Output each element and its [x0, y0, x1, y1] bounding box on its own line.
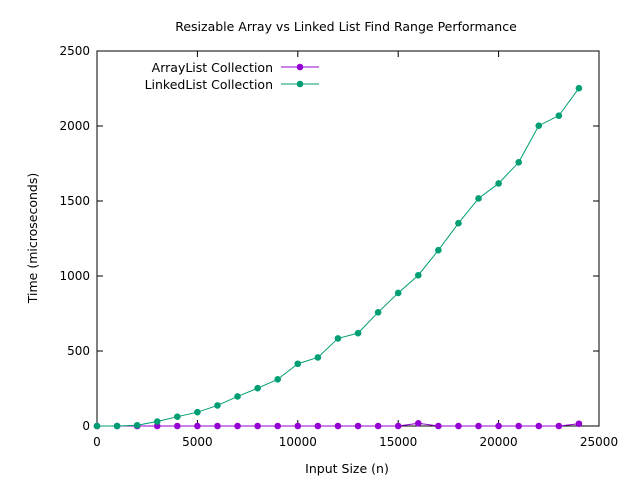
legend-label-arraylist: ArrayList Collection	[152, 60, 273, 75]
data-point-linkedlist	[113, 422, 121, 430]
data-point-linkedlist	[254, 384, 261, 392]
data-point-linkedlist	[314, 354, 322, 361]
legend-item-linkedlist: LinkedList Collection	[145, 77, 319, 92]
data-point-arraylist	[414, 420, 422, 427]
legend-label-linkedlist: LinkedList Collection	[145, 77, 273, 92]
y-axis-title: Time (microseconds)	[25, 173, 40, 304]
data-point-linkedlist	[354, 329, 362, 337]
x-axis-title: Input Size (n)	[305, 461, 389, 476]
data-point-linkedlist	[575, 84, 583, 92]
data-point-arraylist	[294, 422, 302, 430]
data-point-linkedlist	[435, 246, 442, 254]
data-point-linkedlist	[133, 421, 141, 429]
data-point-arraylist	[515, 422, 522, 430]
data-point-arraylist	[475, 422, 482, 430]
data-point-linkedlist	[515, 159, 522, 166]
x-tick-label: 15000	[379, 435, 417, 449]
data-point-arraylist	[174, 422, 181, 430]
data-point-linkedlist	[394, 289, 402, 297]
data-point-arraylist	[334, 422, 342, 430]
legend: ArrayList Collection LinkedList Collecti…	[145, 60, 319, 92]
data-point-arraylist	[254, 422, 261, 430]
data-point-linkedlist	[374, 309, 382, 316]
x-tick-label: 20000	[480, 435, 518, 449]
y-tick-label: 1500	[59, 194, 90, 208]
data-point-arraylist	[394, 422, 402, 430]
series-layer	[93, 84, 583, 430]
data-point-linkedlist	[214, 402, 221, 409]
y-tick-label: 2500	[59, 44, 90, 58]
data-point-arraylist	[274, 422, 282, 430]
data-point-arraylist	[495, 422, 502, 430]
data-point-linkedlist	[174, 413, 181, 421]
y-tick-label: 0	[82, 419, 90, 433]
legend-marker-linkedlist	[296, 80, 304, 88]
y-tick-label: 500	[67, 344, 90, 358]
data-point-arraylist	[234, 422, 241, 430]
data-point-linkedlist	[234, 393, 241, 400]
data-point-arraylist	[575, 420, 583, 428]
data-point-linkedlist	[535, 122, 543, 129]
x-tick-label: 0	[93, 435, 101, 449]
data-point-linkedlist	[455, 219, 462, 227]
data-point-linkedlist	[93, 422, 101, 430]
data-point-linkedlist	[555, 112, 563, 119]
legend-marker-arraylist	[296, 63, 304, 71]
data-point-linkedlist	[414, 271, 422, 279]
x-tick-label: 10000	[279, 435, 317, 449]
data-point-linkedlist	[194, 408, 201, 416]
data-point-arraylist	[374, 422, 382, 430]
data-point-linkedlist	[274, 376, 282, 383]
data-point-linkedlist	[475, 195, 482, 202]
data-point-arraylist	[555, 422, 563, 430]
data-point-linkedlist	[294, 360, 302, 368]
data-point-arraylist	[535, 422, 543, 430]
x-axis: 0 5000 10000 15000 20000 25000	[93, 51, 618, 449]
data-point-arraylist	[194, 422, 201, 430]
chart-title: Resizable Array vs Linked List Find Rang…	[175, 19, 517, 34]
data-point-linkedlist	[334, 335, 342, 342]
data-point-linkedlist	[153, 418, 161, 425]
x-tick-label: 5000	[182, 435, 213, 449]
data-point-arraylist	[435, 422, 442, 430]
data-point-arraylist	[214, 422, 221, 430]
legend-item-arraylist: ArrayList Collection	[152, 60, 319, 75]
y-tick-label: 2000	[59, 119, 90, 133]
data-point-arraylist	[455, 422, 462, 430]
y-tick-label: 1000	[59, 269, 90, 283]
x-tick-label: 25000	[580, 435, 618, 449]
data-point-arraylist	[354, 422, 362, 430]
data-point-arraylist	[314, 422, 322, 430]
data-point-linkedlist	[495, 180, 502, 187]
